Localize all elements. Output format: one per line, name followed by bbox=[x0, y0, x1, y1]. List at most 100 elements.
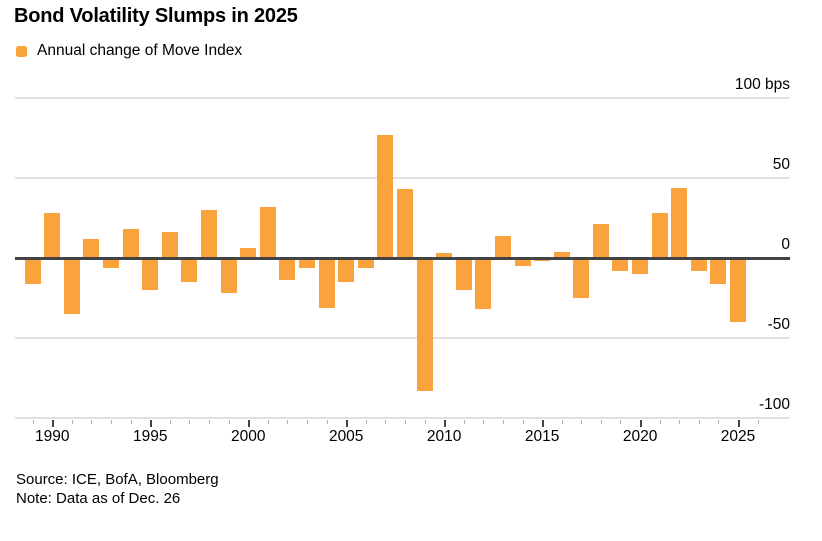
x-minor-tick-1999 bbox=[228, 419, 230, 424]
bar-2003 bbox=[299, 258, 315, 268]
x-major-tick-2020 bbox=[640, 419, 642, 427]
bar-2023 bbox=[690, 258, 707, 271]
bar-1996 bbox=[161, 232, 178, 258]
bar-2004 bbox=[318, 258, 335, 308]
y-axis-label-0: 0 bbox=[781, 236, 790, 253]
bar-2017 bbox=[573, 258, 590, 298]
x-minor-tick-2009 bbox=[424, 419, 426, 424]
page-title: Bond Volatility Slumps in 2025 bbox=[14, 5, 298, 27]
x-axis-label-2005: 2005 bbox=[328, 428, 364, 445]
x-minor-tick-2012 bbox=[483, 419, 485, 424]
bar-1991 bbox=[63, 258, 80, 314]
x-axis-label-2015: 2015 bbox=[524, 428, 560, 445]
x-minor-tick-1997 bbox=[189, 419, 191, 424]
x-major-tick-2005 bbox=[346, 419, 348, 427]
bar-2016 bbox=[553, 251, 570, 258]
y-axis-label--100: -100 bbox=[758, 396, 790, 413]
bar-2013 bbox=[494, 235, 511, 258]
x-minor-tick-1994 bbox=[130, 419, 132, 424]
legend-swatch-icon bbox=[16, 45, 27, 57]
x-major-tick-2010 bbox=[444, 419, 446, 427]
gridline-50 bbox=[15, 177, 790, 179]
x-minor-tick-1991 bbox=[71, 419, 73, 424]
x-minor-tick-2013 bbox=[502, 419, 504, 424]
x-minor-tick-1992 bbox=[91, 419, 93, 424]
y-axis-label-50: 50 bbox=[772, 156, 790, 173]
x-minor-tick-2019 bbox=[620, 419, 622, 424]
bar-2015 bbox=[534, 258, 551, 262]
x-major-tick-1990 bbox=[52, 419, 54, 427]
bar-2006 bbox=[357, 258, 374, 268]
x-major-tick-2015 bbox=[542, 419, 544, 427]
x-axis-label-2020: 2020 bbox=[622, 428, 658, 445]
bar-2009 bbox=[416, 258, 433, 391]
x-minor-tick-2001 bbox=[267, 419, 269, 424]
x-minor-tick-2004 bbox=[326, 419, 328, 424]
y-axis-label-100: 100 bps bbox=[734, 76, 790, 93]
bar-2001 bbox=[259, 206, 276, 258]
bar-1992 bbox=[83, 238, 100, 258]
x-minor-tick-1989 bbox=[32, 419, 34, 424]
x-minor-tick-1993 bbox=[111, 419, 113, 424]
footer: Source: ICE, BofA, Bloomberg Note: Data … bbox=[16, 471, 219, 508]
x-minor-tick-2008 bbox=[404, 419, 406, 424]
bar-1993 bbox=[103, 258, 120, 268]
gridline-100 bbox=[15, 97, 790, 99]
x-minor-tick-2026 bbox=[757, 419, 759, 424]
bar-1994 bbox=[122, 229, 139, 258]
bar-2012 bbox=[475, 258, 492, 310]
bar-1995 bbox=[142, 258, 159, 290]
x-axis-label-2000: 2000 bbox=[230, 428, 266, 445]
x-minor-tick-1998 bbox=[209, 419, 211, 424]
bar-1999 bbox=[220, 258, 237, 294]
gridline--100 bbox=[15, 417, 790, 419]
bar-2022 bbox=[671, 187, 688, 258]
bar-2008 bbox=[396, 189, 413, 258]
x-minor-tick-2003 bbox=[307, 419, 308, 424]
x-axis-label-2025: 2025 bbox=[720, 428, 756, 445]
bar-2024 bbox=[710, 258, 727, 284]
x-minor-tick-2011 bbox=[463, 419, 465, 424]
bar-1990 bbox=[44, 213, 61, 258]
x-major-tick-1995 bbox=[150, 419, 152, 427]
x-minor-tick-2023 bbox=[698, 419, 700, 424]
gridline--50 bbox=[15, 337, 790, 339]
x-axis-label-1990: 1990 bbox=[35, 428, 70, 445]
bar-2014 bbox=[514, 258, 531, 266]
bar-1998 bbox=[201, 210, 218, 258]
x-axis-label-2010: 2010 bbox=[426, 428, 462, 445]
bar-2005 bbox=[338, 258, 355, 282]
x-minor-tick-2014 bbox=[522, 419, 524, 424]
x-minor-tick-2016 bbox=[561, 419, 563, 424]
bar-2019 bbox=[612, 258, 629, 271]
bar-1989 bbox=[24, 258, 41, 284]
bar-2025 bbox=[730, 258, 747, 322]
x-minor-tick-2007 bbox=[385, 419, 387, 424]
source-text: Source: ICE, BofA, Bloomberg bbox=[16, 471, 219, 488]
x-minor-tick-2018 bbox=[600, 419, 602, 424]
note-text: Note: Data as of Dec. 26 bbox=[16, 489, 181, 507]
x-minor-tick-2017 bbox=[581, 419, 583, 424]
bar-2021 bbox=[651, 213, 668, 258]
x-minor-tick-2006 bbox=[365, 419, 367, 424]
bar-2020 bbox=[632, 258, 649, 274]
x-major-tick-2000 bbox=[248, 419, 250, 427]
bar-2007 bbox=[377, 134, 394, 258]
x-axis-label-1995: 1995 bbox=[133, 428, 168, 445]
legend-label: Annual change of Move Index bbox=[37, 42, 243, 59]
bar-1997 bbox=[181, 258, 198, 282]
y-axis-label--50: -50 bbox=[767, 316, 790, 333]
x-minor-tick-2021 bbox=[659, 419, 661, 424]
x-major-tick-2025 bbox=[738, 419, 740, 427]
x-minor-tick-2022 bbox=[679, 419, 681, 424]
bar-2018 bbox=[592, 224, 609, 258]
x-minor-tick-2002 bbox=[287, 419, 289, 424]
zero-baseline bbox=[15, 257, 790, 260]
x-minor-tick-2024 bbox=[718, 419, 720, 424]
bar-2011 bbox=[455, 258, 472, 290]
bar-2010 bbox=[436, 253, 453, 258]
legend: Annual change of Move Index bbox=[16, 42, 242, 60]
x-minor-tick-1996 bbox=[169, 419, 171, 424]
